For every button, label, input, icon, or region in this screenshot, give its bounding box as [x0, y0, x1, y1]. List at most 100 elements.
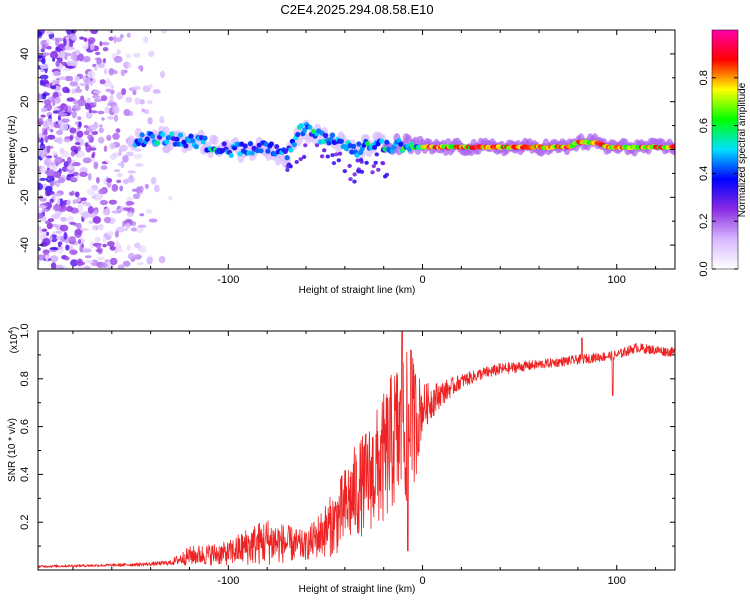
ridge-fragment	[347, 163, 352, 168]
noise-blob	[113, 114, 119, 122]
noise-blob	[38, 172, 41, 180]
noise-blob	[113, 169, 121, 173]
ridge-fragment	[373, 160, 378, 165]
noise-blob	[40, 63, 49, 70]
noise-blob	[64, 45, 70, 51]
noise-blob	[39, 143, 46, 151]
noise-blob	[61, 166, 68, 172]
noise-blob	[50, 247, 59, 251]
noise-blob	[126, 201, 135, 206]
ridge-core	[221, 141, 227, 147]
noise-blob	[120, 69, 126, 77]
figure-title: C2E4.2025.294.08.58.E10	[280, 2, 433, 17]
colorbar-tick-label: 0.4	[698, 166, 710, 181]
noise-blob	[52, 91, 59, 99]
snr-multiplier: (x104)	[8, 327, 20, 354]
noise-blob	[134, 254, 142, 260]
noise-blob	[91, 78, 96, 84]
noise-blob	[73, 99, 78, 105]
noise-blob	[38, 226, 42, 230]
ridge-fragment	[294, 160, 299, 164]
y-tick-label: -20	[19, 189, 31, 205]
noise-blob	[39, 74, 49, 80]
ridge-core	[249, 150, 255, 156]
noise-blob	[142, 85, 151, 93]
noise-blob	[76, 150, 86, 159]
noise-blob	[128, 174, 134, 182]
ridge-core	[228, 152, 234, 158]
noise-blob	[98, 124, 103, 128]
svg-text:(x104): (x104)	[8, 327, 20, 354]
noise-blob	[158, 255, 166, 264]
noise-blob	[53, 137, 61, 143]
noise-blob	[50, 163, 58, 171]
ridge-fragment	[364, 160, 369, 165]
noise-blob	[94, 236, 101, 242]
ridge-core	[365, 141, 371, 147]
noise-blob	[79, 82, 87, 87]
ridge-core	[164, 139, 170, 145]
spectrogram-ticks: -100 0 100 -40 -20 0 20 40	[19, 29, 675, 286]
noise-blob	[71, 110, 77, 119]
noise-blob	[137, 65, 142, 70]
spectrogram-heat-layer	[38, 30, 675, 269]
noise-blob	[98, 127, 104, 134]
noise-blob	[52, 100, 56, 107]
noise-blob	[45, 188, 49, 197]
noise-blob	[47, 158, 52, 162]
snr-panel: -100 0 100 0.2 0.4 0.6 0.8 1.0 Height of straig…	[7, 323, 676, 595]
noise-blob	[77, 98, 87, 107]
noise-blob	[72, 199, 77, 205]
noise-blob	[116, 49, 121, 55]
y-tick-label: 40	[19, 48, 31, 60]
noise-blob	[84, 77, 92, 85]
ridge-core	[274, 144, 280, 150]
noise-blob	[38, 30, 42, 38]
noise-blob	[109, 95, 114, 102]
noise-blob	[49, 198, 54, 203]
y-tick-label: 20	[19, 96, 31, 108]
ridge-core	[288, 147, 294, 153]
ridge-core	[356, 141, 362, 147]
noise-blob	[38, 45, 42, 53]
noise-blob	[87, 173, 92, 181]
noise-blob	[87, 37, 96, 44]
noise-blob	[119, 34, 124, 39]
ridge-core	[338, 138, 344, 144]
ridge-core	[237, 151, 243, 157]
noise-blob	[77, 203, 84, 211]
noise-blob	[103, 145, 108, 152]
noise-blob	[52, 110, 60, 114]
noise-blob	[50, 262, 57, 269]
noise-blob	[136, 262, 144, 266]
noise-blob	[46, 231, 50, 236]
noise-blob	[70, 54, 78, 61]
noise-blob	[102, 58, 107, 64]
noise-blob	[92, 216, 102, 224]
noise-blob	[99, 79, 106, 85]
noise-blob	[88, 106, 92, 114]
noise-blob	[59, 50, 66, 59]
noise-blob	[141, 108, 145, 113]
noise-blob	[71, 51, 77, 57]
noise-blob	[72, 162, 81, 167]
noise-blob	[99, 41, 103, 47]
noise-blob	[70, 59, 78, 67]
snr-ylabel: SNR (10 * v/v)	[7, 418, 18, 482]
noise-blob	[105, 207, 110, 215]
noise-blob	[116, 226, 125, 233]
noise-blob	[40, 137, 44, 146]
noise-blob	[149, 84, 153, 89]
noise-blob	[99, 199, 108, 206]
noise-blob	[126, 32, 131, 38]
noise-blob	[47, 126, 51, 131]
ridge-core	[160, 132, 166, 138]
noise-blob	[108, 67, 115, 76]
noise-blob	[107, 102, 116, 107]
noise-blob	[56, 197, 61, 206]
noise-blob	[117, 264, 125, 269]
snr-multiplier-close: )	[9, 327, 20, 330]
noise-blob	[88, 220, 94, 224]
noise-blob	[94, 209, 98, 216]
noise-blob	[46, 145, 51, 153]
